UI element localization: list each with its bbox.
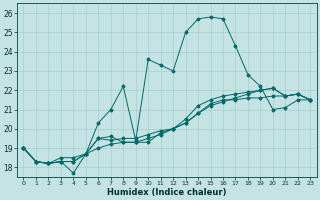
X-axis label: Humidex (Indice chaleur): Humidex (Indice chaleur) <box>107 188 227 197</box>
